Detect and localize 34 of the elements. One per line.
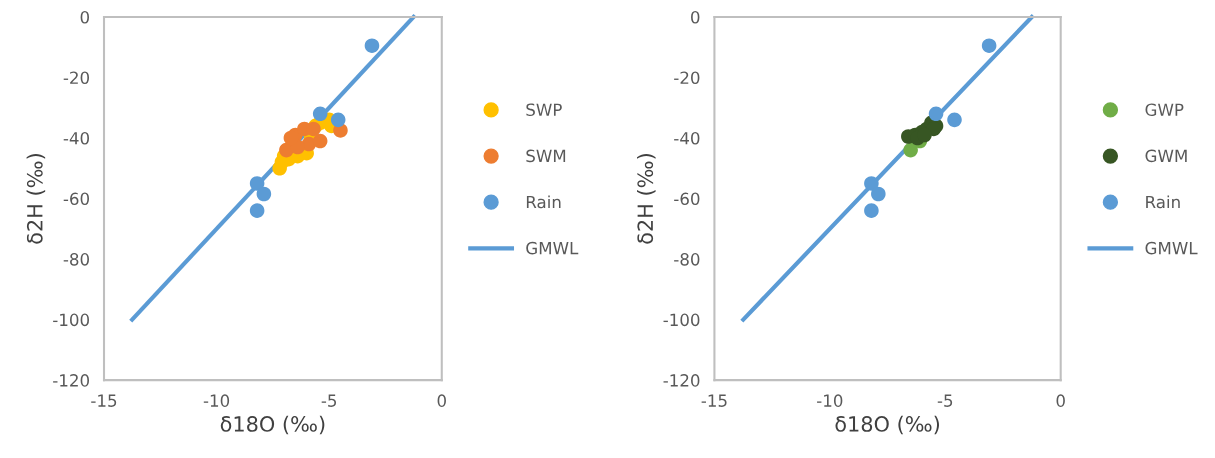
legend-label: GMWL: [526, 241, 579, 255]
y-tick-label: 0: [80, 10, 90, 24]
y-tick-label: -80: [674, 253, 700, 266]
legend-label: GMWL: [1145, 241, 1198, 255]
x-tick-label: -15: [701, 394, 727, 407]
y-tick-label: -40: [63, 131, 90, 145]
legend-label: Rain: [526, 195, 561, 209]
y-tick-label: -120: [53, 374, 90, 387]
x-tick-label: 0: [437, 394, 446, 407]
x-tick-label: -5: [937, 394, 953, 407]
legend-label: SWM: [526, 149, 566, 163]
y-tick-label: -100: [663, 313, 700, 327]
x-axis-title: δ18O (‰): [835, 415, 940, 435]
legend-label: GWP: [1145, 103, 1184, 117]
legend-label: Rain: [1146, 195, 1180, 209]
x-axis-title: δ18O (‰): [220, 415, 325, 435]
x-tick-label: 0: [1056, 394, 1065, 407]
y-tick-label: -80: [63, 253, 90, 266]
y-tick-label: -20: [63, 71, 90, 85]
y-tick-label: -20: [674, 71, 700, 85]
y-tick-label: -120: [663, 374, 700, 387]
x-tick-label: -10: [203, 394, 230, 407]
legend-label: GWM: [1145, 149, 1187, 163]
y-tick-label: 0: [691, 10, 700, 24]
y-axis-title: δ2H (‰): [26, 154, 46, 244]
y-tick-label: -60: [674, 192, 700, 206]
y-tick-label: -60: [63, 192, 90, 206]
y-tick-label: -100: [53, 313, 90, 327]
y-axis-title: δ2H (‰): [637, 154, 656, 244]
legend-label: SWP: [526, 103, 562, 117]
x-tick-label: -15: [91, 394, 117, 407]
x-tick-label: -5: [321, 394, 337, 407]
x-tick-label: -10: [817, 394, 843, 407]
y-tick-label: -40: [674, 131, 700, 145]
